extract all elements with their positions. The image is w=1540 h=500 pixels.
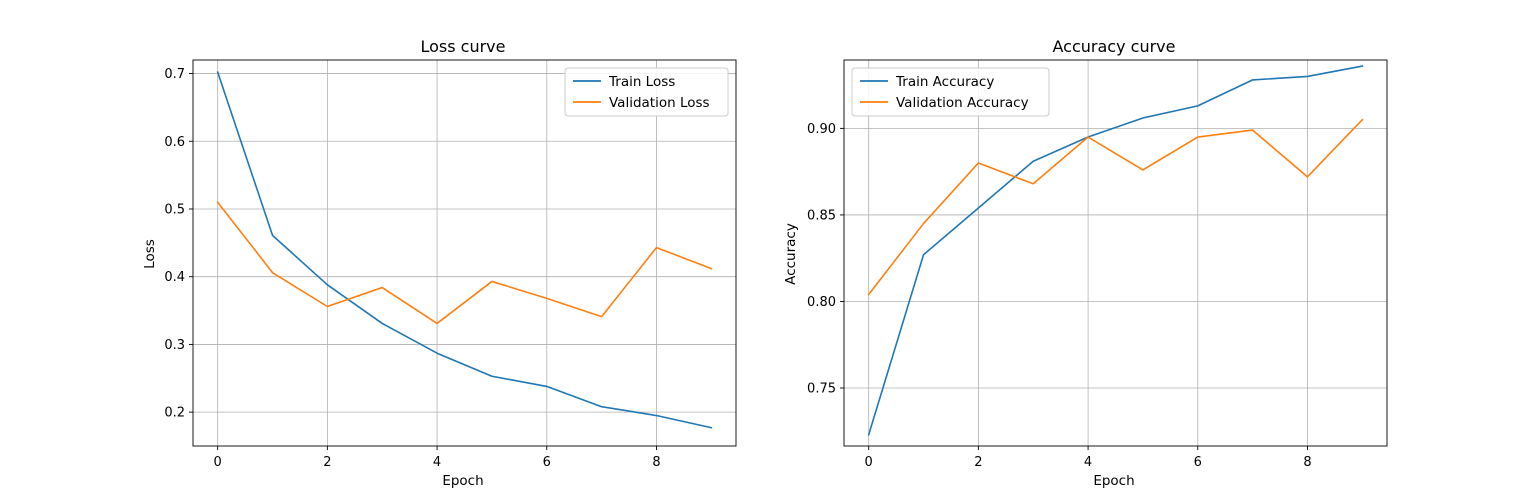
chart-title: Loss curve xyxy=(420,37,505,56)
x-axis-label: Epoch xyxy=(1093,473,1134,489)
legend-entry-label: Train Accuracy xyxy=(895,74,994,90)
axes-frame xyxy=(192,59,737,447)
loss-chart: Loss curve Epoch Loss 0 2 4 6 8 0.2 0.3 0.4 0.5 0… xyxy=(142,37,737,489)
y-tick-label: 0.90 xyxy=(807,122,836,137)
legend-box xyxy=(564,67,729,117)
x-tick-label: 0 xyxy=(214,455,222,470)
y-axis-label: Loss xyxy=(142,239,158,269)
legend-box xyxy=(851,67,1050,117)
axes-frame xyxy=(843,59,1388,447)
y-tick-label: 0.2 xyxy=(164,406,185,421)
legend: Train Loss Validation Loss xyxy=(564,67,729,117)
series-line-train xyxy=(216,71,713,429)
y-tick-label: 0.6 xyxy=(164,135,185,150)
x-tick-label: 2 xyxy=(323,455,331,470)
legend-entry-label: Validation Accuracy xyxy=(896,95,1029,111)
x-tick-label: 2 xyxy=(974,455,982,470)
x-axis-label: Epoch xyxy=(442,473,483,489)
y-tick-label: 0.5 xyxy=(164,202,185,217)
x-tick-label: 4 xyxy=(433,455,441,470)
plot-area xyxy=(193,60,736,446)
series-line-validation xyxy=(216,201,713,325)
y-tick-label: 0.85 xyxy=(807,208,836,223)
legend-entry-label: Train Loss xyxy=(608,74,675,90)
series-line-train xyxy=(867,65,1364,436)
y-axis-label: Accuracy xyxy=(783,223,799,285)
legend-entry-label: Validation Loss xyxy=(609,95,710,111)
y-tick-label: 0.3 xyxy=(164,338,185,353)
y-tick-label: 0.80 xyxy=(807,295,836,310)
x-tick-label: 6 xyxy=(1194,455,1202,470)
x-tick-label: 4 xyxy=(1084,455,1092,470)
x-tick-label: 8 xyxy=(652,455,660,470)
y-tick-label: 0.7 xyxy=(164,67,185,82)
accuracy-chart: Accuracy curve Epoch Accuracy 0 2 4 6 8 0.75 0… xyxy=(783,37,1388,489)
series-line-validation xyxy=(867,118,1364,296)
legend: Train Accuracy Validation Accuracy xyxy=(851,67,1050,117)
chart-title: Accuracy curve xyxy=(1053,37,1176,56)
x-tick-label: 0 xyxy=(865,455,873,470)
x-tick-label: 6 xyxy=(543,455,551,470)
x-tick-label: 8 xyxy=(1303,455,1311,470)
y-tick-label: 0.4 xyxy=(164,270,185,285)
y-tick-label: 0.75 xyxy=(807,382,836,397)
plot-area xyxy=(844,60,1387,446)
